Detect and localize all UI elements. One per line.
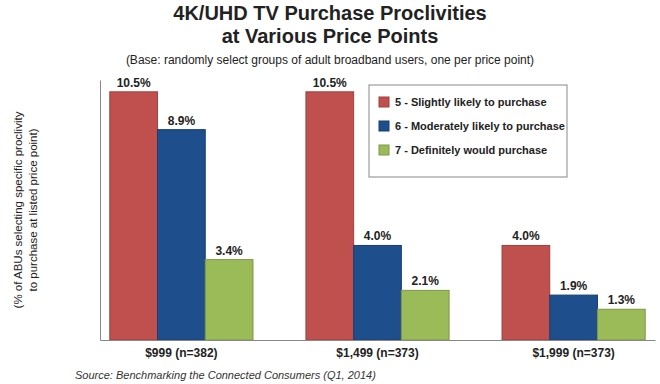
x-axis-line [101, 340, 656, 341]
bar [110, 92, 158, 340]
data-label: 3.4% [215, 244, 243, 258]
data-label: 8.9% [168, 114, 196, 128]
legend-swatch [379, 97, 389, 107]
bar [502, 245, 550, 340]
bar [597, 309, 645, 340]
legend-swatch [379, 121, 389, 131]
bar [205, 260, 253, 340]
data-label: 10.5% [117, 76, 151, 90]
chart: 4K/UHD TV Purchase Proclivitiesat Variou… [0, 0, 660, 384]
legend-label: 6 - Moderately likely to purchase [395, 120, 565, 132]
data-label: 1.9% [560, 279, 588, 293]
x-tick-label: $1,499 (n=373) [336, 346, 418, 360]
legend-swatch [379, 145, 389, 155]
title: 4K/UHD TV Purchase Proclivities [173, 2, 486, 24]
x-tick-label: $1,999 (n=373) [532, 346, 614, 360]
subtitle: (Base: randomly select groups of adult b… [126, 53, 534, 67]
data-labels: 10.5% 10.5% 4.0% 8.9% 4.0% 1.9% 3.4% 2.1% 1.3% [117, 76, 636, 307]
x-tick: $1,499 (n=373) [336, 346, 418, 360]
legend: 5 - Slightly likely to purchase 6 - Moder… [369, 85, 567, 177]
x-tick: $999 (n=382) [145, 346, 217, 360]
y-axis-title: (% of ABUs selecting specific proclivity [12, 111, 24, 308]
source: Source: Benchmarking the Connected Consu… [75, 369, 376, 381]
y-axis-title: to purchase at listed price point) [27, 128, 39, 291]
legend-label: 7 - Definitely would purchase [395, 144, 547, 156]
title: at Various Price Points [222, 25, 439, 47]
data-label: 1.3% [608, 293, 636, 307]
data-label: 4.0% [364, 229, 392, 243]
bar [401, 290, 449, 340]
x-tick-label: $999 (n=382) [145, 346, 217, 360]
bar [354, 245, 402, 340]
y-axis-line [100, 81, 101, 341]
legend-box [369, 85, 567, 177]
bar [306, 92, 354, 340]
data-label: 2.1% [412, 274, 440, 288]
legend-item: 5 - Slightly likely to purchase [379, 96, 547, 108]
y-axis [100, 81, 101, 341]
data-label: 10.5% [313, 76, 347, 90]
data-label: 4.0% [512, 229, 540, 243]
legend-item: 6 - Moderately likely to purchase [379, 120, 565, 132]
x-tick: $1,999 (n=373) [532, 346, 614, 360]
bar [158, 130, 206, 340]
bar [550, 295, 598, 340]
x-axis: $999 (n=382) $1,499 (n=373) $1,999 (n=373) [101, 341, 656, 360]
legend-item: 7 - Definitely would purchase [379, 144, 547, 156]
legend-label: 5 - Slightly likely to purchase [395, 96, 547, 108]
